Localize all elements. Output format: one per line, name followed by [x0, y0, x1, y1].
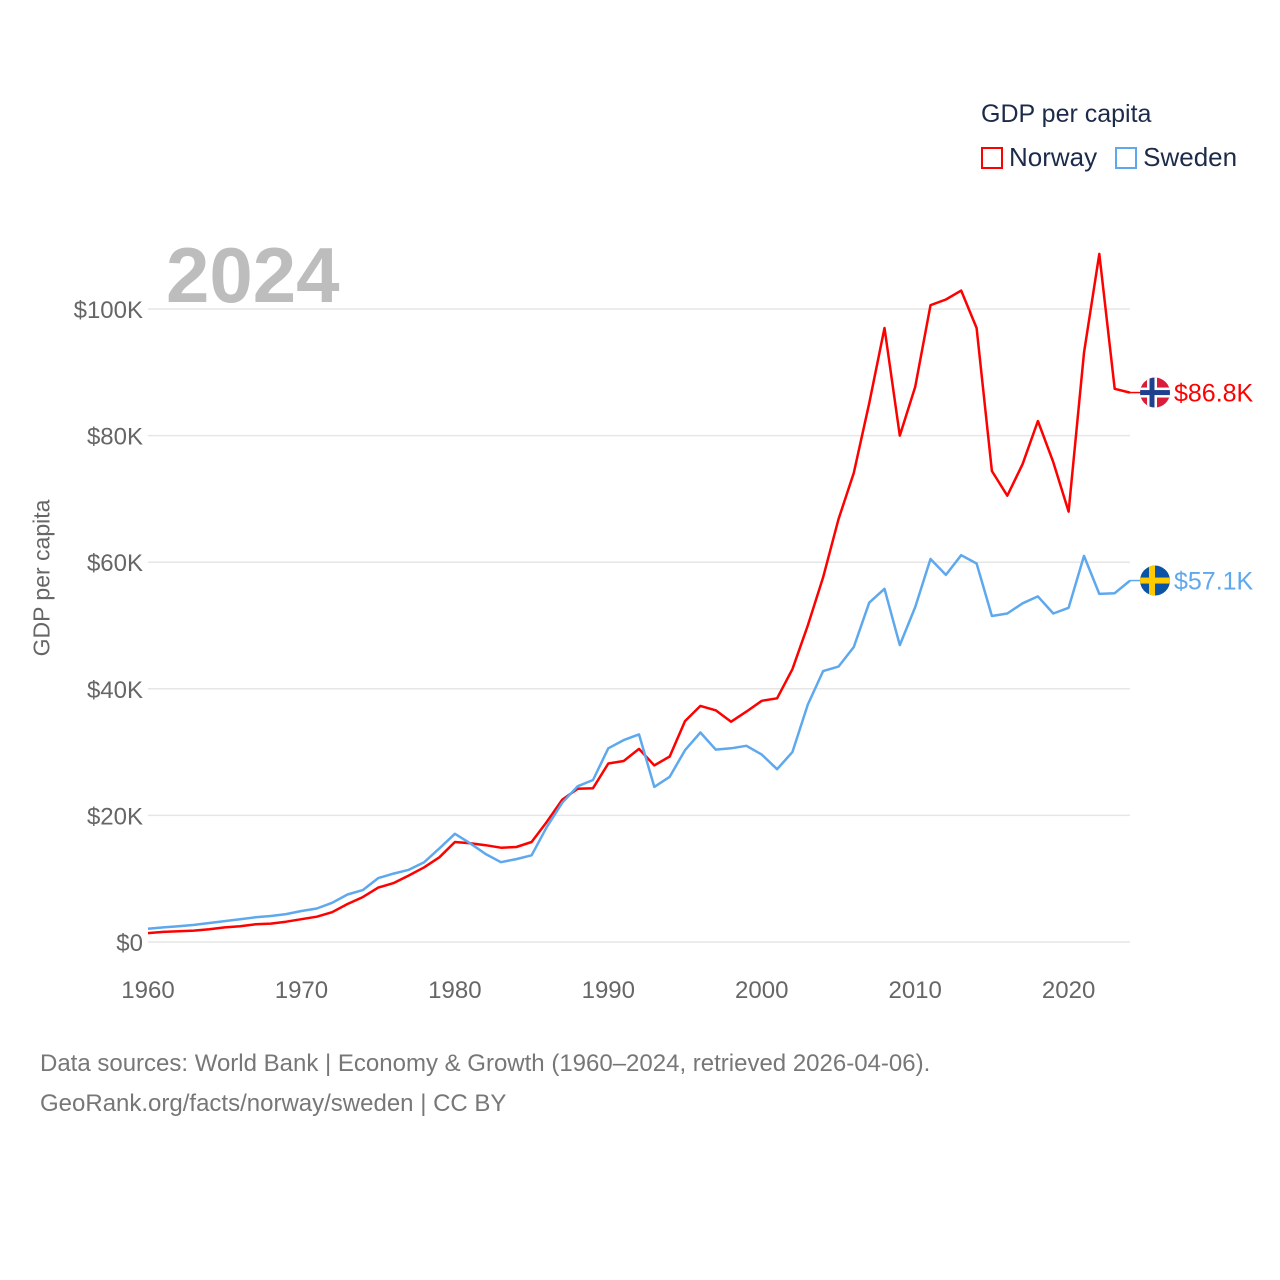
series-line-sweden	[147, 553, 1131, 930]
x-tick-label: 1990	[582, 977, 635, 1004]
y-tick-label: $100K	[74, 297, 143, 324]
y-tick-label: $60K	[87, 550, 143, 577]
y-tick-label: $40K	[87, 677, 143, 704]
y-tick-label: $20K	[87, 803, 143, 830]
y-axis-label: GDP per capita	[28, 499, 55, 657]
footer-sources: Data sources: World Bank | Economy & Gro…	[40, 1050, 931, 1077]
norway-flag-icon	[1140, 377, 1170, 408]
year-label: 2024	[166, 231, 340, 319]
x-tick-label: 2020	[1042, 977, 1095, 1004]
x-tick-label: 2000	[735, 977, 788, 1004]
legend-swatch-sweden	[1115, 146, 1138, 169]
y-tick-label: $80K	[87, 424, 143, 451]
x-tick-label: 1960	[121, 977, 174, 1004]
legend-item-norway[interactable]: Norway	[981, 142, 1097, 173]
footer: Data sources: World Bank | Economy & Gro…	[40, 1044, 930, 1124]
x-tick-label: 1980	[428, 977, 481, 1004]
legend-label-norway: Norway	[1009, 142, 1098, 172]
y-tick-label: $0	[116, 930, 143, 957]
series-line-norway	[147, 252, 1131, 935]
legend-swatch-norway	[981, 146, 1003, 169]
x-tick-label: 2010	[888, 977, 941, 1004]
footer-attribution[interactable]: GeoRank.org/facts/norway/sweden | CC BY	[40, 1090, 507, 1117]
sweden-flag-icon	[1140, 565, 1170, 596]
legend: Norway Sweden	[981, 142, 1237, 173]
legend-title: GDP per capita	[981, 100, 1152, 128]
legend-item-sweden[interactable]: Sweden	[1115, 142, 1237, 173]
end-value-label-norway: $86.8K	[1174, 380, 1254, 408]
end-value-label-sweden: $57.1K	[1174, 568, 1254, 596]
legend-label-sweden: Sweden	[1143, 142, 1238, 172]
x-tick-label: 1970	[275, 977, 328, 1004]
